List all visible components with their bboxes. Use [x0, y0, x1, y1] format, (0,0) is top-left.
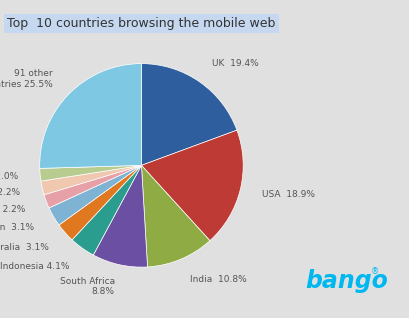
- Wedge shape: [93, 165, 147, 267]
- Text: Venezuela  2.2%: Venezuela 2.2%: [0, 189, 20, 197]
- Wedge shape: [49, 165, 141, 225]
- Text: UK  19.4%: UK 19.4%: [212, 59, 258, 68]
- Text: Pakistan  2.2%: Pakistan 2.2%: [0, 205, 25, 214]
- Wedge shape: [41, 165, 141, 195]
- Wedge shape: [141, 64, 236, 165]
- Text: bango: bango: [304, 269, 387, 294]
- Text: Kenya  2.0%: Kenya 2.0%: [0, 172, 18, 181]
- Wedge shape: [40, 64, 141, 169]
- Wedge shape: [40, 165, 141, 181]
- Title: Top  10 countries browsing the mobile web: Top 10 countries browsing the mobile web: [7, 17, 275, 30]
- Text: Spain  3.1%: Spain 3.1%: [0, 224, 34, 232]
- Wedge shape: [141, 130, 243, 241]
- Text: ®: ®: [370, 267, 378, 276]
- Text: South Africa
8.8%: South Africa 8.8%: [59, 277, 115, 296]
- Wedge shape: [72, 165, 141, 255]
- Wedge shape: [59, 165, 141, 240]
- Text: 91 other
countries 25.5%: 91 other countries 25.5%: [0, 69, 52, 89]
- Text: Indonesia 4.1%: Indonesia 4.1%: [0, 262, 69, 271]
- Text: India  10.8%: India 10.8%: [189, 275, 246, 284]
- Wedge shape: [44, 165, 141, 208]
- Wedge shape: [141, 165, 209, 267]
- Text: USA  18.9%: USA 18.9%: [261, 190, 314, 199]
- Text: Australia  3.1%: Australia 3.1%: [0, 243, 48, 252]
